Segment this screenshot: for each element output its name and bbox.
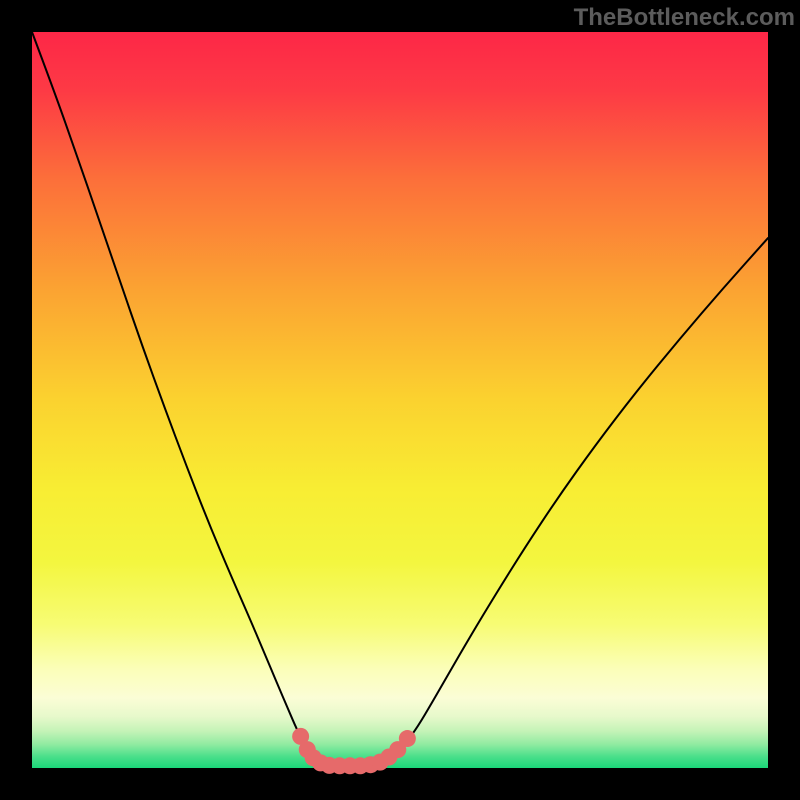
bottleneck-chart: [0, 0, 800, 800]
marker-dot: [399, 730, 416, 747]
plot-background: [32, 32, 768, 768]
watermark-text: TheBottleneck.com: [574, 4, 795, 32]
